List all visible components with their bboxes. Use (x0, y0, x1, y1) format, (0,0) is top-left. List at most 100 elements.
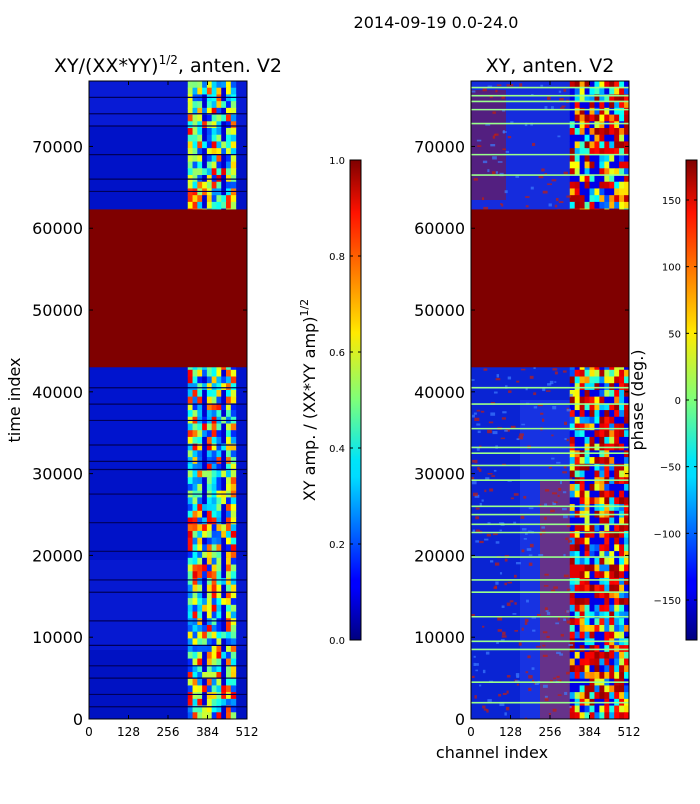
phase-cell (609, 423, 615, 431)
phase-cell (579, 651, 586, 660)
phase-cell (604, 403, 610, 411)
phase-cell (574, 168, 581, 176)
phase-cell (614, 544, 620, 552)
amp-cell (230, 107, 237, 116)
phase-noise-speck (471, 477, 474, 480)
phase-cell (579, 618, 586, 626)
amp-cell (187, 577, 194, 586)
phase-cell (604, 463, 610, 472)
phase-cell (619, 618, 625, 626)
phase-noise-speck (474, 417, 480, 421)
amp-cell (230, 557, 237, 566)
phase-noise-speck (528, 507, 534, 510)
phase-noise-speck (509, 83, 514, 87)
amp-cell (216, 134, 222, 143)
phase-cell (614, 389, 620, 398)
amp-cell (192, 463, 198, 472)
phase-cell (584, 201, 591, 210)
amp-cell (226, 443, 232, 451)
amp-colorbar-ticks: 0.00.20.40.60.81.0 (329, 156, 361, 647)
amp-cell (230, 403, 237, 411)
amp-cell (187, 134, 194, 143)
amp-cell (187, 665, 194, 673)
phase-noise-speck (538, 175, 544, 179)
amp-cell (226, 645, 232, 653)
phase-cell (619, 81, 625, 89)
phase-cell (604, 604, 610, 613)
phase-noise-speck (520, 368, 526, 371)
phase-cell (624, 396, 629, 404)
phase-noise-speck (508, 390, 512, 393)
phase-cell (574, 692, 581, 700)
phase-cell (589, 591, 596, 599)
amp-cell (221, 557, 227, 566)
amp-cell (206, 188, 213, 196)
amp-cell (202, 692, 208, 700)
phase-cbtick-label: −100 (654, 529, 681, 540)
amp-cell (216, 504, 222, 512)
phase-cell (569, 114, 576, 122)
amp-cell (187, 477, 194, 485)
amp-cell (226, 383, 232, 391)
amp-cell (192, 618, 198, 626)
phase-cell (569, 450, 576, 458)
phase-cell (569, 410, 576, 418)
amp-cell (197, 423, 203, 431)
phase-cell (604, 87, 610, 96)
phase-noise-speck (477, 145, 482, 148)
amp-cell (211, 477, 218, 485)
amp-cell (211, 410, 218, 418)
amp-ytick-label: 40000 (32, 383, 83, 402)
phase-cell (584, 530, 591, 539)
phase-noise-speck (528, 562, 533, 566)
amp-cell (202, 154, 208, 163)
amp-cell (187, 504, 194, 512)
phase-ytick-label: 30000 (414, 465, 465, 484)
phase-cell (569, 416, 576, 425)
amp-cell (230, 631, 237, 640)
phase-cell (569, 470, 576, 478)
amp-cell (230, 396, 237, 404)
phase-noise-speck (476, 139, 482, 142)
phase-cell (594, 369, 600, 378)
phase-cell (609, 389, 615, 398)
phase-cell (579, 128, 586, 136)
amp-cell (211, 510, 218, 519)
amp-cell (211, 87, 218, 96)
amp-cell (211, 631, 218, 640)
phase-cell (569, 611, 576, 619)
amp-cell (192, 577, 198, 586)
amp-cell (221, 87, 227, 96)
phase-cell (609, 436, 615, 445)
amp-cell (197, 557, 203, 566)
phase-noise-speck (545, 610, 549, 612)
amp-cell (230, 477, 237, 485)
amp-cell (206, 141, 213, 149)
phase-noise-speck (554, 381, 557, 383)
phase-cell (604, 665, 610, 673)
amp-cell (211, 504, 218, 512)
phase-cell (624, 181, 629, 190)
amp-cell (192, 665, 198, 673)
phase-cell (589, 517, 596, 525)
phase-noise-speck (475, 529, 480, 533)
phase-cell (579, 423, 586, 431)
amp-cell (197, 450, 203, 458)
amp-cell (221, 571, 227, 579)
phase-noise-speck (563, 618, 567, 621)
amp-cell (187, 645, 194, 653)
amp-cell (230, 604, 237, 613)
amp-cell (192, 678, 198, 687)
phase-noise-speck (557, 135, 561, 138)
amp-cell (192, 685, 198, 693)
amp-cell (230, 598, 237, 606)
phase-cell (619, 141, 625, 149)
amp-cell (206, 712, 213, 719)
phase-cell (579, 497, 586, 505)
phase-cell (599, 463, 605, 472)
phase-cell (594, 121, 600, 129)
amp-cell (216, 604, 222, 613)
phase-cell (604, 557, 610, 566)
amp-cell (226, 698, 232, 707)
phase-cell (569, 524, 576, 532)
